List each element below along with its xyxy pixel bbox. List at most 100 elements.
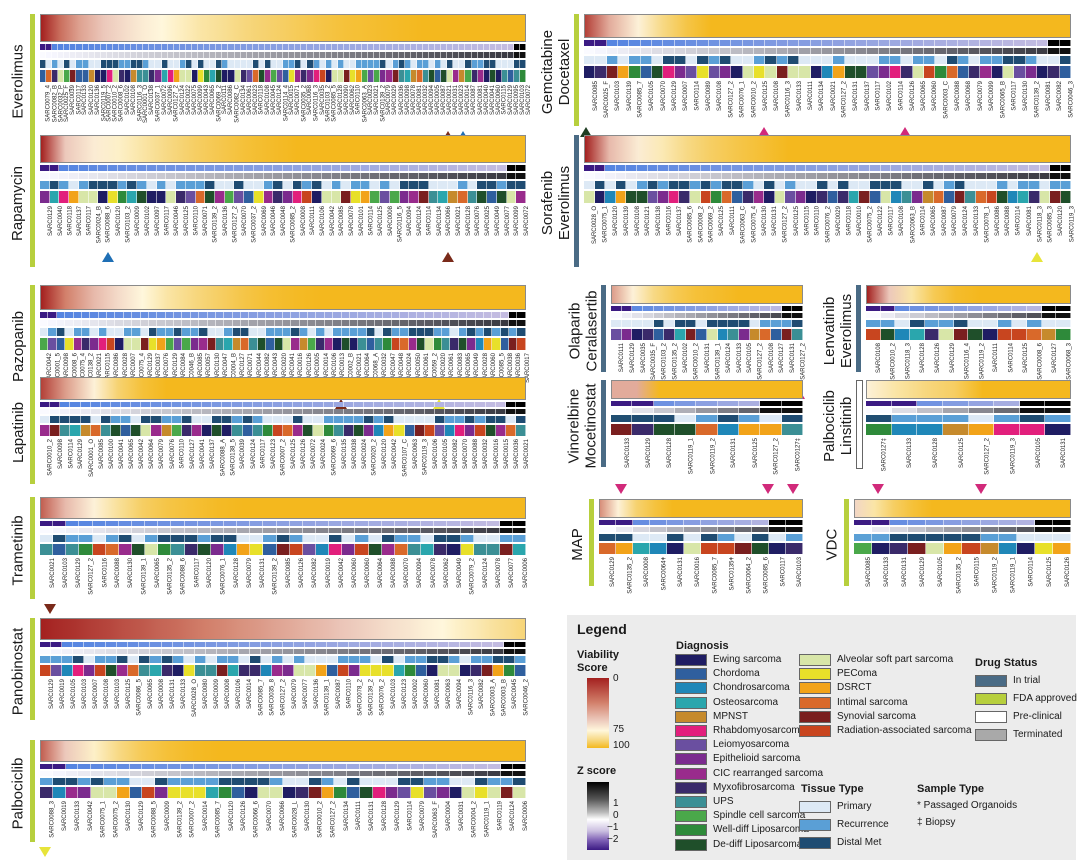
drug-status-bar <box>601 285 606 372</box>
zscore-row-1-cell <box>146 165 157 171</box>
diagnosis-row-cell <box>595 66 607 78</box>
tissue-row-cell <box>505 416 516 423</box>
tissue-row-cell <box>337 59 344 68</box>
tissue-row-cell <box>294 656 306 663</box>
sample-label-slot: SARC0060 <box>416 679 430 723</box>
tissue-row-cell <box>636 181 648 189</box>
diagnosis-row-cell <box>923 66 936 78</box>
tissue-row-cell <box>467 328 476 337</box>
zscore-row-2-cell <box>901 48 913 54</box>
zscore-row-1-cell <box>106 43 113 50</box>
zscore-row-2-cell <box>707 313 718 318</box>
tissue-row-cell <box>878 56 890 64</box>
sample-label-slot: SARC0020_2 <box>364 439 378 483</box>
sample-label-slot: SARC0129 <box>66 558 82 602</box>
diagnosis-row-cell <box>398 787 412 798</box>
tissue-row-cell <box>145 535 159 542</box>
diagnosis-row-cell <box>1016 543 1035 554</box>
drug-status-bar <box>30 497 35 599</box>
zscore-row-1-cell <box>717 401 739 406</box>
diagnosis-row-cell <box>110 425 121 436</box>
zscore-row-1-cell <box>410 43 417 50</box>
tissue-row-cell <box>506 181 517 189</box>
sample-label-slot: SARC0106 <box>425 439 439 483</box>
diagnosis-row-cell <box>447 69 454 82</box>
zscore-row-1-cell <box>965 165 976 171</box>
zscore-row-1-cell <box>252 43 259 50</box>
sample-label-slot: SARC0025_F <box>595 81 610 125</box>
zscore-row-2-cell <box>359 771 373 776</box>
zscore-row-1-cell <box>307 43 314 50</box>
sample-label-slot: SARC0126 <box>293 439 307 483</box>
diagnosis-row-cell <box>617 66 630 78</box>
tissue-row-cell <box>197 535 211 542</box>
tissue-row-cell <box>252 59 259 68</box>
diagnosis-row-cell <box>118 544 132 555</box>
zscore-row-2-cell <box>891 408 918 413</box>
diagnosis-row-cell <box>425 338 434 351</box>
drug-title: Trametinib <box>8 495 28 605</box>
sample-label-slot: SARC0006 <box>513 801 529 845</box>
sample-marker-triangle <box>762 484 775 494</box>
sample-label-slot: SARC0125 <box>1035 557 1053 601</box>
zscore-row-1-cell <box>513 521 527 526</box>
diagnosis-row-cell <box>448 665 460 676</box>
sample-label-slot: SARC0042 <box>322 206 336 250</box>
tissue-row-cell <box>513 778 527 785</box>
zscore-row-2-cell <box>481 649 493 654</box>
diagnosis-row-cell <box>901 66 913 78</box>
diagnosis-row-cell <box>283 665 295 676</box>
diagnosis-row-cell <box>182 338 191 351</box>
sample-label-slot: SARC0102 <box>879 81 893 125</box>
zscore-row-2-cell <box>422 51 429 58</box>
diagnosis-row-cell <box>998 543 1017 554</box>
zscore-row-1-cell <box>697 40 709 46</box>
zscore-row-2-cell <box>611 313 622 318</box>
zscore-row-1-cell <box>481 642 493 647</box>
zscore-row-2-cell <box>685 48 698 54</box>
zscore-row-2-cell <box>140 320 149 327</box>
diagnosis-row-cell <box>700 191 712 203</box>
sample-label-slot: SARC0116_3 <box>460 679 474 723</box>
zscore-row-1-cell <box>738 401 761 406</box>
zscore-row-1-cell <box>459 43 466 50</box>
diagnosis-row-cell <box>475 338 484 351</box>
zscore-row-2-cell <box>313 409 324 414</box>
sample-label-slot: SARC0042 <box>131 439 145 483</box>
sample-label-slot: SARC0120 <box>108 206 122 250</box>
tissue-row-cell <box>70 416 81 423</box>
zscore-row-2-cell <box>786 527 803 532</box>
sample-label-slot: SARC0120 <box>198 558 213 602</box>
tissue-row-cell <box>78 181 89 189</box>
drug-status-bar <box>30 135 35 267</box>
sample-passaged-organoids: * Passaged Organoids <box>917 800 1018 811</box>
tissue-row-cell <box>103 778 117 785</box>
diagnosis-item-label: Chordoma <box>713 668 760 680</box>
zscore-row-2-cell <box>139 649 151 654</box>
diagnosis-row-cell <box>508 69 515 82</box>
drug-name: Olaparib <box>566 302 583 359</box>
zscore-row-2-cell <box>765 48 777 54</box>
zscore-row-1-cell <box>271 642 284 647</box>
tissue-row-cell <box>141 416 152 423</box>
diagnosis-row-cell <box>423 787 437 798</box>
tissue-row-cell <box>273 181 283 189</box>
zscore-row-1-cell <box>291 312 300 319</box>
zscore-row-2-cell <box>866 313 881 318</box>
tissue-row-cell <box>492 328 501 337</box>
zscore-row-2-cell <box>343 409 354 414</box>
tissue-row-cell <box>1003 56 1015 64</box>
zscore-row-1-cell <box>696 306 708 311</box>
tissue-row-cell <box>331 59 338 68</box>
zscore-row-1 <box>599 520 803 525</box>
diagnosis-row-cell <box>481 665 493 676</box>
zscore-row-2-cell <box>167 771 181 776</box>
sample-label-slot: SARC0007_2 <box>181 801 196 845</box>
tissue-row-cell <box>426 656 438 663</box>
viability-gradient <box>40 377 526 400</box>
viability-gradient <box>40 14 526 42</box>
diagnosis-row-cell <box>308 338 317 351</box>
tissue-row-cell <box>437 656 449 663</box>
sample-label-slot: SARC0064_2 <box>735 557 753 601</box>
zscore-row-2-cell <box>935 48 947 54</box>
